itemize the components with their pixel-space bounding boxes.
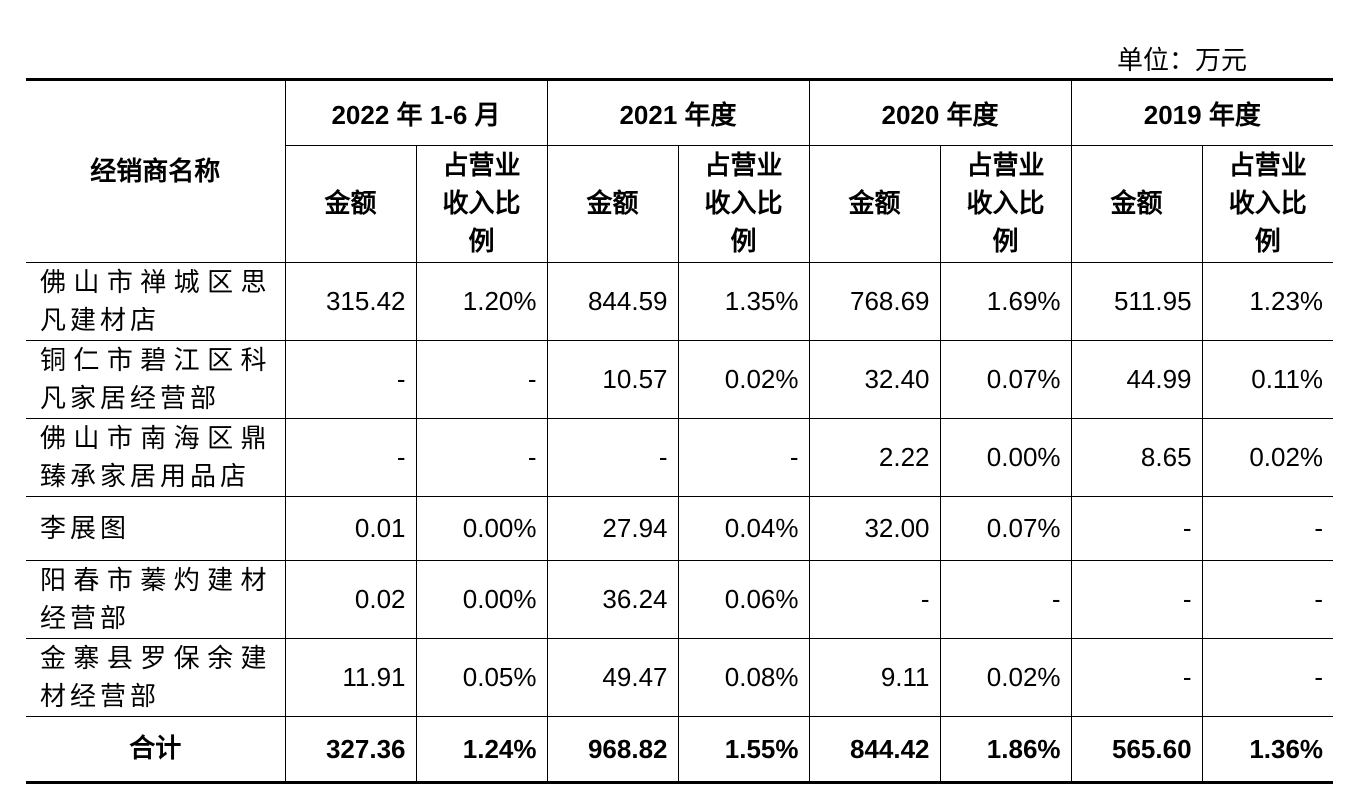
amount-cell: -: [1070, 496, 1203, 561]
ratio-cell: 0.06%: [677, 560, 810, 639]
ratio-cell: 0.02%: [677, 340, 810, 419]
amount-cell: -: [546, 418, 679, 497]
ratio-cell: 0.00%: [415, 560, 548, 639]
table-row: 铜仁市碧江区科凡家居经营部 - -10.57 0.02% 32.40 0.07% 44.99…: [26, 340, 1334, 419]
amount-cell: 0.01: [284, 496, 417, 561]
table-row: 李展图 0.01 0.00% 27.94 0.04% 32.00 0.07% - -: [26, 496, 1334, 561]
distributor-name: 金寨县罗保余建材经营部: [26, 638, 286, 717]
amount-cell: -: [808, 560, 941, 639]
distributor-name: 阳春市蓁灼建材经营部: [26, 560, 286, 639]
ratio-cell: 0.02%: [1201, 418, 1334, 497]
header-period: 2019 年度: [1070, 78, 1334, 146]
table-row: 阳春市蓁灼建材经营部 0.02 0.00% 36.24 0.06% - - - -: [26, 560, 1334, 639]
header-ratio: 占营业收入比例: [677, 145, 810, 263]
amount-cell: 8.65: [1070, 418, 1203, 497]
ratio-cell: 0.00%: [415, 496, 548, 561]
amount-cell: 36.24: [546, 560, 679, 639]
ratio-cell: 1.20%: [415, 262, 548, 341]
ratio-cell: 0.02%: [939, 638, 1072, 717]
ratio-cell: -: [415, 340, 548, 419]
total-ratio: 1.86%: [939, 716, 1072, 784]
ratio-cell: 0.07%: [939, 496, 1072, 561]
amount-cell: 315.42: [284, 262, 417, 341]
header-period: 2022 年 1-6 月: [284, 78, 548, 146]
header-ratio: 占营业收入比例: [415, 145, 548, 263]
ratio-cell: 0.11%: [1201, 340, 1334, 419]
header-amount: 金额: [808, 145, 941, 263]
table-row: 佛山市禅城区思凡建材店 315.42 1.20% 844.59 1.35% 768.69 1…: [26, 262, 1334, 341]
ratio-cell: 0.08%: [677, 638, 810, 717]
distributor-name: 李展图: [26, 496, 286, 561]
amount-cell: 0.02: [284, 560, 417, 639]
distributor-name: 铜仁市碧江区科凡家居经营部: [26, 340, 286, 419]
table-row: 佛山市南海区鼎臻承家居用品店 - - - -2.22 0.00% 8.65 0.02%: [26, 418, 1334, 497]
amount-cell: -: [1070, 638, 1203, 717]
header-name: 经销商名称: [26, 78, 286, 263]
table-row: 金寨县罗保余建材经营部 11.91 0.05% 49.47 0.08% 9.11 0.02%…: [26, 638, 1334, 717]
ratio-cell: 0.04%: [677, 496, 810, 561]
distributor-name: 佛山市南海区鼎臻承家居用品店: [26, 418, 286, 497]
amount-cell: 32.40: [808, 340, 941, 419]
ratio-cell: -: [939, 560, 1072, 639]
distributor-table: 经销商名称 2022 年 1-6 月 2021 年度 2020 年度 2019 …: [26, 78, 1334, 784]
header-amount: 金额: [546, 145, 679, 263]
total-ratio: 1.55%: [677, 716, 810, 784]
ratio-cell: 1.35%: [677, 262, 810, 341]
ratio-cell: -: [1201, 560, 1334, 639]
amount-cell: -: [284, 418, 417, 497]
header-ratio: 占营业收入比例: [939, 145, 1072, 263]
header-amount: 金额: [285, 145, 417, 263]
header-period: 2021 年度: [546, 78, 810, 146]
total-label: 合计: [26, 716, 286, 784]
total-amount: 968.82: [546, 716, 679, 784]
amount-cell: -: [284, 340, 417, 419]
header-amount: 金额: [1070, 145, 1203, 263]
amount-cell: 44.99: [1070, 340, 1203, 419]
total-ratio: 1.24%: [415, 716, 548, 784]
unit-label: 单位：万元: [1117, 46, 1248, 75]
ratio-cell: -: [1201, 496, 1334, 561]
header-ratio: 占营业收入比例: [1201, 145, 1334, 263]
ratio-cell: 0.00%: [939, 418, 1072, 497]
ratio-cell: 0.05%: [415, 638, 548, 717]
amount-cell: 511.95: [1070, 262, 1203, 341]
amount-cell: 27.94: [546, 496, 679, 561]
amount-cell: 844.59: [546, 262, 679, 341]
amount-cell: 32.00: [808, 496, 941, 561]
ratio-cell: 1.69%: [939, 262, 1072, 341]
amount-cell: 11.91: [284, 638, 417, 717]
amount-cell: 10.57: [546, 340, 679, 419]
total-amount: 327.36: [284, 716, 417, 784]
ratio-cell: -: [677, 418, 810, 497]
ratio-cell: 0.07%: [939, 340, 1072, 419]
total-amount: 844.42: [808, 716, 941, 784]
ratio-cell: -: [1201, 638, 1334, 717]
header-period: 2020 年度: [808, 78, 1072, 146]
ratio-cell: -: [415, 418, 548, 497]
total-amount: 565.60: [1070, 716, 1203, 784]
ratio-cell: 1.23%: [1201, 262, 1334, 341]
amount-cell: 49.47: [546, 638, 679, 717]
amount-cell: -: [1070, 560, 1203, 639]
amount-cell: 9.11: [808, 638, 941, 717]
total-row: 合计 327.36 1.24% 968.82 1.55% 844.42 1.86% 565.6…: [26, 716, 1334, 784]
amount-cell: 768.69: [808, 262, 941, 341]
total-ratio: 1.36%: [1201, 716, 1334, 784]
distributor-name: 佛山市禅城区思凡建材店: [26, 262, 286, 341]
amount-cell: 2.22: [808, 418, 941, 497]
